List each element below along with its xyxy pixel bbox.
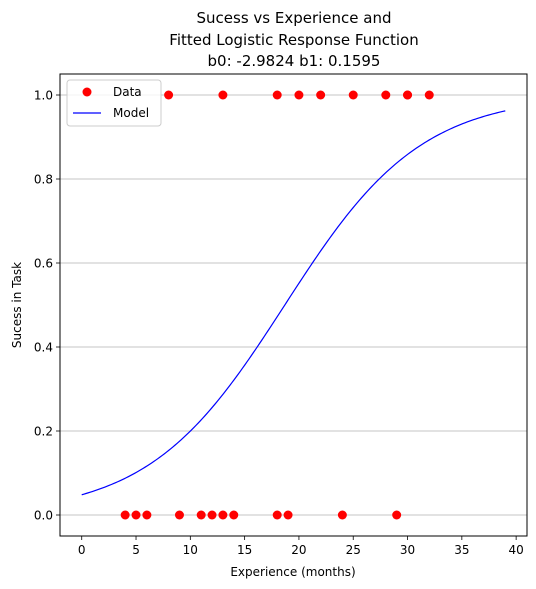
- x-tick-label: 40: [508, 543, 523, 557]
- data-point: [381, 90, 391, 100]
- y-axis-label: Sucess in Task: [10, 262, 24, 348]
- x-tick-label: 10: [183, 543, 198, 557]
- x-tick-label: 0: [78, 543, 86, 557]
- data-point: [272, 510, 282, 520]
- data-point: [403, 90, 413, 100]
- data-point: [218, 90, 228, 100]
- legend-entry-data: Data: [82, 85, 142, 99]
- data-point: [316, 90, 326, 100]
- data-point: [164, 90, 174, 100]
- data-point: [392, 510, 402, 520]
- x-tick-label: 30: [400, 543, 415, 557]
- data-point: [142, 510, 152, 520]
- data-point: [229, 510, 239, 520]
- x-axis-label: Experience (months): [230, 565, 355, 579]
- data-series: [120, 90, 434, 520]
- legend-marker-data: [82, 87, 92, 97]
- data-point: [348, 90, 358, 100]
- x-tick-label: 25: [346, 543, 361, 557]
- data-point: [424, 90, 434, 100]
- data-point: [294, 90, 304, 100]
- x-tick-label: 20: [291, 543, 306, 557]
- chart-title: Sucess vs Experience and Fitted Logistic…: [169, 9, 418, 70]
- x-tick-label: 35: [454, 543, 469, 557]
- chart-title-line-3: b0: -2.9824 b1: 0.1595: [208, 52, 381, 70]
- y-tick-label: 0.6: [34, 257, 53, 271]
- legend-entry-model: Model: [73, 106, 149, 120]
- data-point: [174, 510, 184, 520]
- data-point: [218, 510, 228, 520]
- data-point: [283, 510, 293, 520]
- chart-title-line-2: Fitted Logistic Response Function: [169, 31, 418, 49]
- model-curve: [81, 110, 506, 496]
- legend: Data Model: [66, 79, 162, 127]
- x-tick-label: 15: [237, 543, 252, 557]
- data-point: [131, 510, 141, 520]
- data-point: [272, 90, 282, 100]
- y-tick-label: 0.8: [34, 173, 53, 187]
- y-tick-label: 0.2: [34, 425, 53, 439]
- x-axis-ticks: 0 5 10 15 20 25 30 35 40: [78, 536, 524, 557]
- y-tick-label: 0.4: [34, 341, 53, 355]
- data-point: [196, 510, 206, 520]
- y-tick-label: 1.0: [34, 89, 53, 103]
- y-tick-label: 0.0: [34, 509, 53, 523]
- legend-label-model: Model: [113, 106, 149, 120]
- chart-title-line-1: Sucess vs Experience and: [197, 9, 392, 27]
- y-axis-ticks: 0.0 0.2 0.4 0.6 0.8 1.0: [34, 89, 60, 523]
- gridlines: [60, 94, 527, 516]
- data-point: [337, 510, 347, 520]
- data-point: [120, 510, 130, 520]
- legend-label-data: Data: [113, 85, 142, 99]
- model-series: [81, 110, 506, 496]
- x-tick-label: 5: [132, 543, 140, 557]
- data-point: [207, 510, 217, 520]
- plot-area-frame: [59, 73, 528, 537]
